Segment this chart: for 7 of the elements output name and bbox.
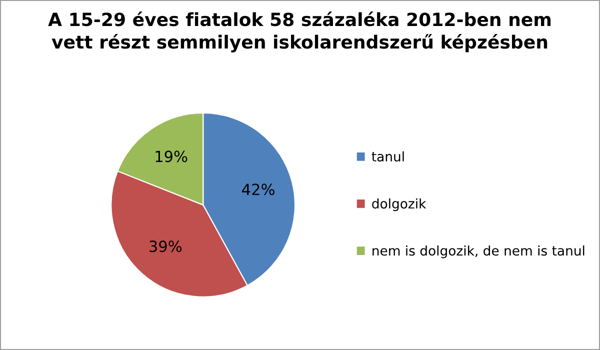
legend-label: nem is dolgozik, de nem is tanul: [372, 245, 584, 258]
data-label: 42%: [242, 184, 274, 196]
chart-title: A 15-29 éves fiatalok 58 százaléka 2012-ben nem vett részt semmilyen iskolarendszerű képzésben: [48, 12, 551, 52]
data-label: 39%: [150, 240, 182, 252]
legend-label: dolgozik: [372, 198, 426, 212]
data-label: 19%: [156, 150, 188, 162]
legend-label: tanul: [372, 151, 404, 162]
